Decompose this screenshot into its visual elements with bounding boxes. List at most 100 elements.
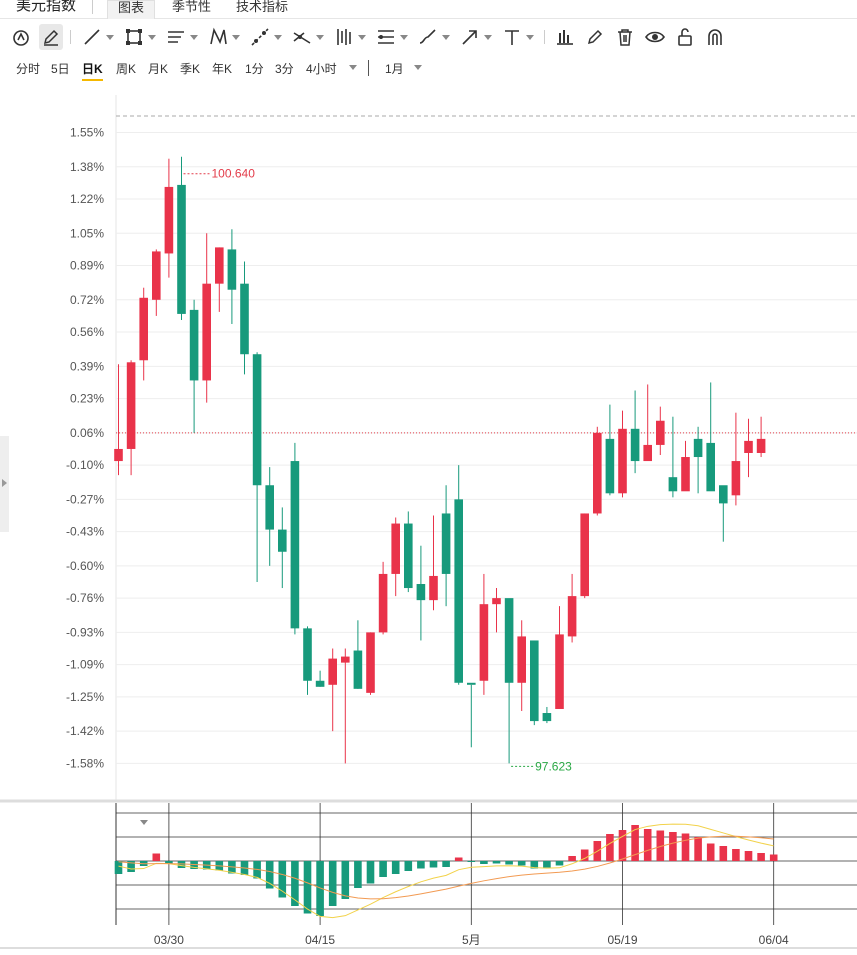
text-icon[interactable] [502, 24, 534, 50]
candle-body [227, 249, 237, 290]
period-yearly[interactable]: 年K [212, 62, 233, 76]
macd-bar [152, 853, 161, 861]
parallel-lines-icon[interactable] [166, 24, 198, 50]
candle-body [416, 584, 426, 601]
y-tick-label: -1.42% [66, 724, 104, 738]
line-icon[interactable] [82, 24, 114, 50]
candle-body [668, 477, 678, 492]
volume-bars-icon[interactable] [555, 24, 575, 50]
candle-body [593, 432, 602, 514]
y-tick-label: -0.10% [66, 458, 104, 472]
macd-bar [706, 843, 715, 861]
candle-body [542, 713, 552, 722]
candle-body [139, 297, 148, 361]
macd-bar [417, 861, 425, 869]
eye-icon[interactable] [645, 24, 665, 50]
caret-down-icon [274, 34, 282, 40]
macd-bar [480, 861, 488, 864]
y-tick-label: -0.93% [66, 625, 104, 639]
bars-icon[interactable] [334, 24, 366, 50]
caret-down-icon [232, 34, 240, 40]
tab-symbol[interactable]: 美元指数 [16, 0, 77, 14]
macd-bar [127, 861, 135, 872]
y-tick-label: -1.58% [66, 756, 104, 770]
candle-body [164, 186, 174, 254]
y-tick-label: -1.25% [66, 690, 104, 704]
x-tick-label: 06/04 [759, 933, 789, 947]
macd-bar [391, 861, 400, 874]
tab-technicals[interactable]: 技术指标 [236, 0, 289, 14]
fork-icon[interactable] [292, 24, 324, 50]
candle-body [454, 499, 463, 683]
pencil-icon[interactable] [39, 24, 63, 50]
period-3min[interactable]: 3分 [275, 62, 294, 76]
candle-body [555, 634, 564, 709]
candle-body [744, 440, 753, 453]
period-1min[interactable]: 1分 [245, 62, 264, 76]
candlestick-chart[interactable]: 1.55% 1.38% 1.22% 1.05% 0.89% 0.72% 0.56% 0.39%… [0, 95, 857, 950]
period-monthly[interactable]: 月K [148, 62, 169, 76]
period-intraday[interactable]: 分时 [16, 62, 41, 76]
tab-bar: 美元指数 图表 季节性 技术指标 [0, 0, 857, 19]
zigzag-icon[interactable] [208, 24, 240, 50]
fib-icon[interactable] [376, 24, 408, 50]
period-weekly[interactable]: 周K [116, 62, 137, 76]
candle-body [278, 529, 287, 552]
macd-bar [757, 853, 765, 861]
lock-icon[interactable] [675, 24, 695, 50]
candle-body [290, 461, 300, 629]
ray-icon[interactable] [250, 24, 282, 50]
range-selector[interactable]: 1月 [385, 62, 404, 76]
candle-body [303, 628, 312, 681]
candle-body [681, 457, 690, 492]
y-tick-label: 0.39% [70, 359, 104, 373]
macd-bar [769, 854, 778, 861]
candle-body [693, 438, 703, 458]
trash-icon[interactable] [615, 24, 635, 50]
candle-body [252, 354, 262, 486]
macd-bar [656, 830, 665, 861]
caret-down-icon [190, 34, 198, 40]
candle-body [467, 682, 476, 685]
y-tick-label: -0.27% [66, 492, 104, 506]
candle-body [152, 251, 161, 300]
candle-body [189, 309, 199, 381]
macd-bar [442, 861, 450, 867]
macd-bar [454, 857, 463, 861]
candle-body [618, 428, 627, 494]
tab-chart[interactable]: 图表 [107, 0, 156, 19]
candle-body [441, 513, 451, 574]
caret-down-icon[interactable] [414, 65, 422, 70]
candle-body [530, 640, 539, 722]
macd-bar [429, 861, 438, 868]
caret-down-icon [526, 34, 534, 40]
period-selector: 分时 5日 日K 周K 月K 季K 年K 1分 3分 4小时 1月 [0, 56, 857, 82]
candle-body [719, 485, 728, 504]
period-daily[interactable]: 日K [82, 60, 103, 81]
high-marker-label: 100.640 [212, 167, 256, 181]
magnet-icon[interactable] [705, 24, 725, 50]
y-tick-label: -0.60% [66, 559, 104, 573]
period-quarterly[interactable]: 季K [180, 62, 201, 76]
cursor-icon[interactable] [10, 24, 32, 50]
macd-bar [303, 861, 312, 914]
period-4h[interactable]: 4小时 [306, 62, 337, 76]
y-tick-label: 1.38% [70, 160, 104, 174]
caret-down-icon [148, 34, 156, 40]
brush-icon[interactable] [418, 24, 450, 50]
side-panel-handle[interactable] [0, 436, 9, 532]
caret-down-icon [442, 34, 450, 40]
caret-down-icon[interactable] [349, 65, 357, 70]
edit-icon[interactable] [585, 24, 605, 50]
y-tick-label: 0.89% [70, 259, 104, 273]
arrow-icon[interactable] [460, 24, 492, 50]
period-5d[interactable]: 5日 [51, 62, 70, 76]
y-tick-label: 0.23% [70, 392, 104, 406]
macd-bar [291, 861, 299, 906]
macd-dif-line [118, 823, 774, 919]
chart-area[interactable]: 1.55% 1.38% 1.22% 1.05% 0.89% 0.72% 0.56% 0.39%… [0, 95, 857, 950]
tab-seasonality[interactable]: 季节性 [172, 0, 212, 14]
candle-body [756, 438, 766, 453]
candle-body [177, 184, 186, 314]
rectangle-icon[interactable] [124, 24, 156, 50]
